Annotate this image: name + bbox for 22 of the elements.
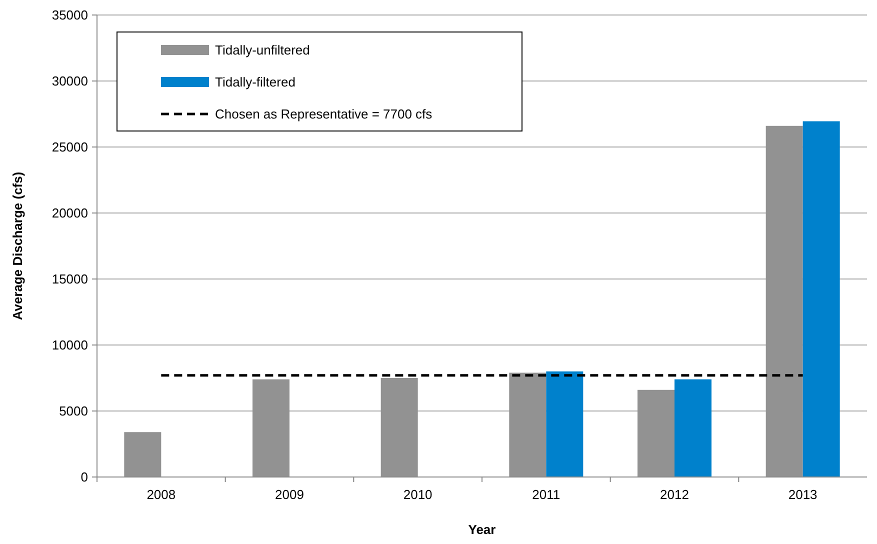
y-tick-label: 20000 bbox=[52, 206, 88, 221]
y-tick-label: 25000 bbox=[52, 140, 88, 155]
x-tick-label: 2009 bbox=[275, 487, 304, 502]
x-tick-label: 2012 bbox=[660, 487, 689, 502]
y-tick-label: 10000 bbox=[52, 338, 88, 353]
x-tick-label: 2008 bbox=[146, 487, 176, 502]
y-tick-label: 5000 bbox=[59, 404, 88, 419]
legend-label: Chosen as Representative = 7700 cfs bbox=[215, 106, 433, 122]
x-tick-label: 2010 bbox=[403, 487, 432, 502]
bar bbox=[546, 371, 584, 477]
x-tick-label: 2013 bbox=[788, 487, 818, 502]
bar bbox=[802, 121, 840, 477]
y-tick-label: 0 bbox=[80, 470, 88, 485]
bar bbox=[674, 379, 712, 477]
y-tick-label: 30000 bbox=[52, 74, 88, 89]
y-axis-title: Average Discharge (cfs) bbox=[10, 172, 25, 320]
y-tick-label: 15000 bbox=[52, 272, 88, 287]
x-tick-label: 2011 bbox=[532, 487, 560, 502]
legend-label: Tidally-filtered bbox=[215, 74, 296, 90]
y-tick-label: 35000 bbox=[52, 8, 88, 23]
x-axis-title: Year bbox=[468, 522, 496, 537]
legend-label: Tidally-unfiltered bbox=[215, 42, 310, 58]
